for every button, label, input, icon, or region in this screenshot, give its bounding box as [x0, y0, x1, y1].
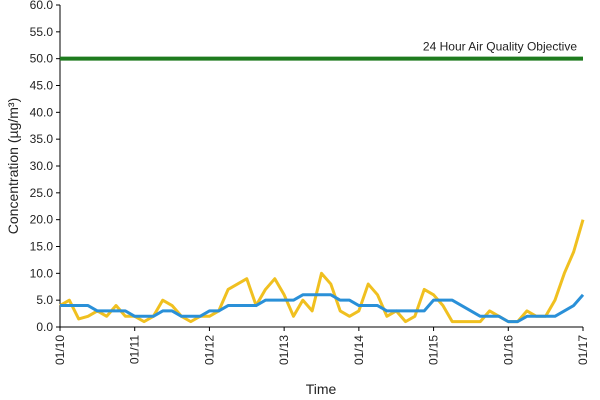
- objective-label: 24 Hour Air Quality Objective: [423, 40, 577, 54]
- y-tick-label: 35.0: [30, 132, 54, 146]
- x-tick-label: 01/10: [53, 335, 67, 365]
- y-tick-label: 60.0: [30, 0, 54, 12]
- y-tick-label: 25.0: [30, 186, 54, 200]
- y-tick-label: 0.0: [36, 320, 53, 334]
- data-line: [60, 293, 585, 324]
- y-tick-label: 55.0: [30, 25, 54, 39]
- y-tick-label: 30.0: [30, 159, 54, 173]
- y-tick-label: 50.0: [30, 52, 54, 66]
- y-tick-label: 5.0: [36, 293, 53, 307]
- y-tick-label: 45.0: [30, 79, 54, 93]
- x-tick-label: 01/11: [128, 335, 142, 364]
- y-tick-label: 40.0: [30, 105, 54, 119]
- x-axis-label: Time: [306, 381, 337, 397]
- x-tick-label: 01/14: [352, 335, 366, 365]
- x-tick-label: 01/13: [277, 335, 291, 365]
- x-tick-label: 01/15: [427, 335, 441, 365]
- y-tick-label: 10.0: [30, 266, 54, 280]
- x-tick-label: 01/17: [576, 335, 590, 365]
- y-axis-label: Concentration (µg/m³): [5, 98, 21, 234]
- x-tick-label: 01/16: [501, 335, 515, 365]
- y-tick-label: 15.0: [30, 240, 54, 254]
- y-tick-label: 20.0: [30, 213, 54, 227]
- x-tick-label: 01/12: [202, 335, 216, 365]
- data-line: [59, 219, 585, 324]
